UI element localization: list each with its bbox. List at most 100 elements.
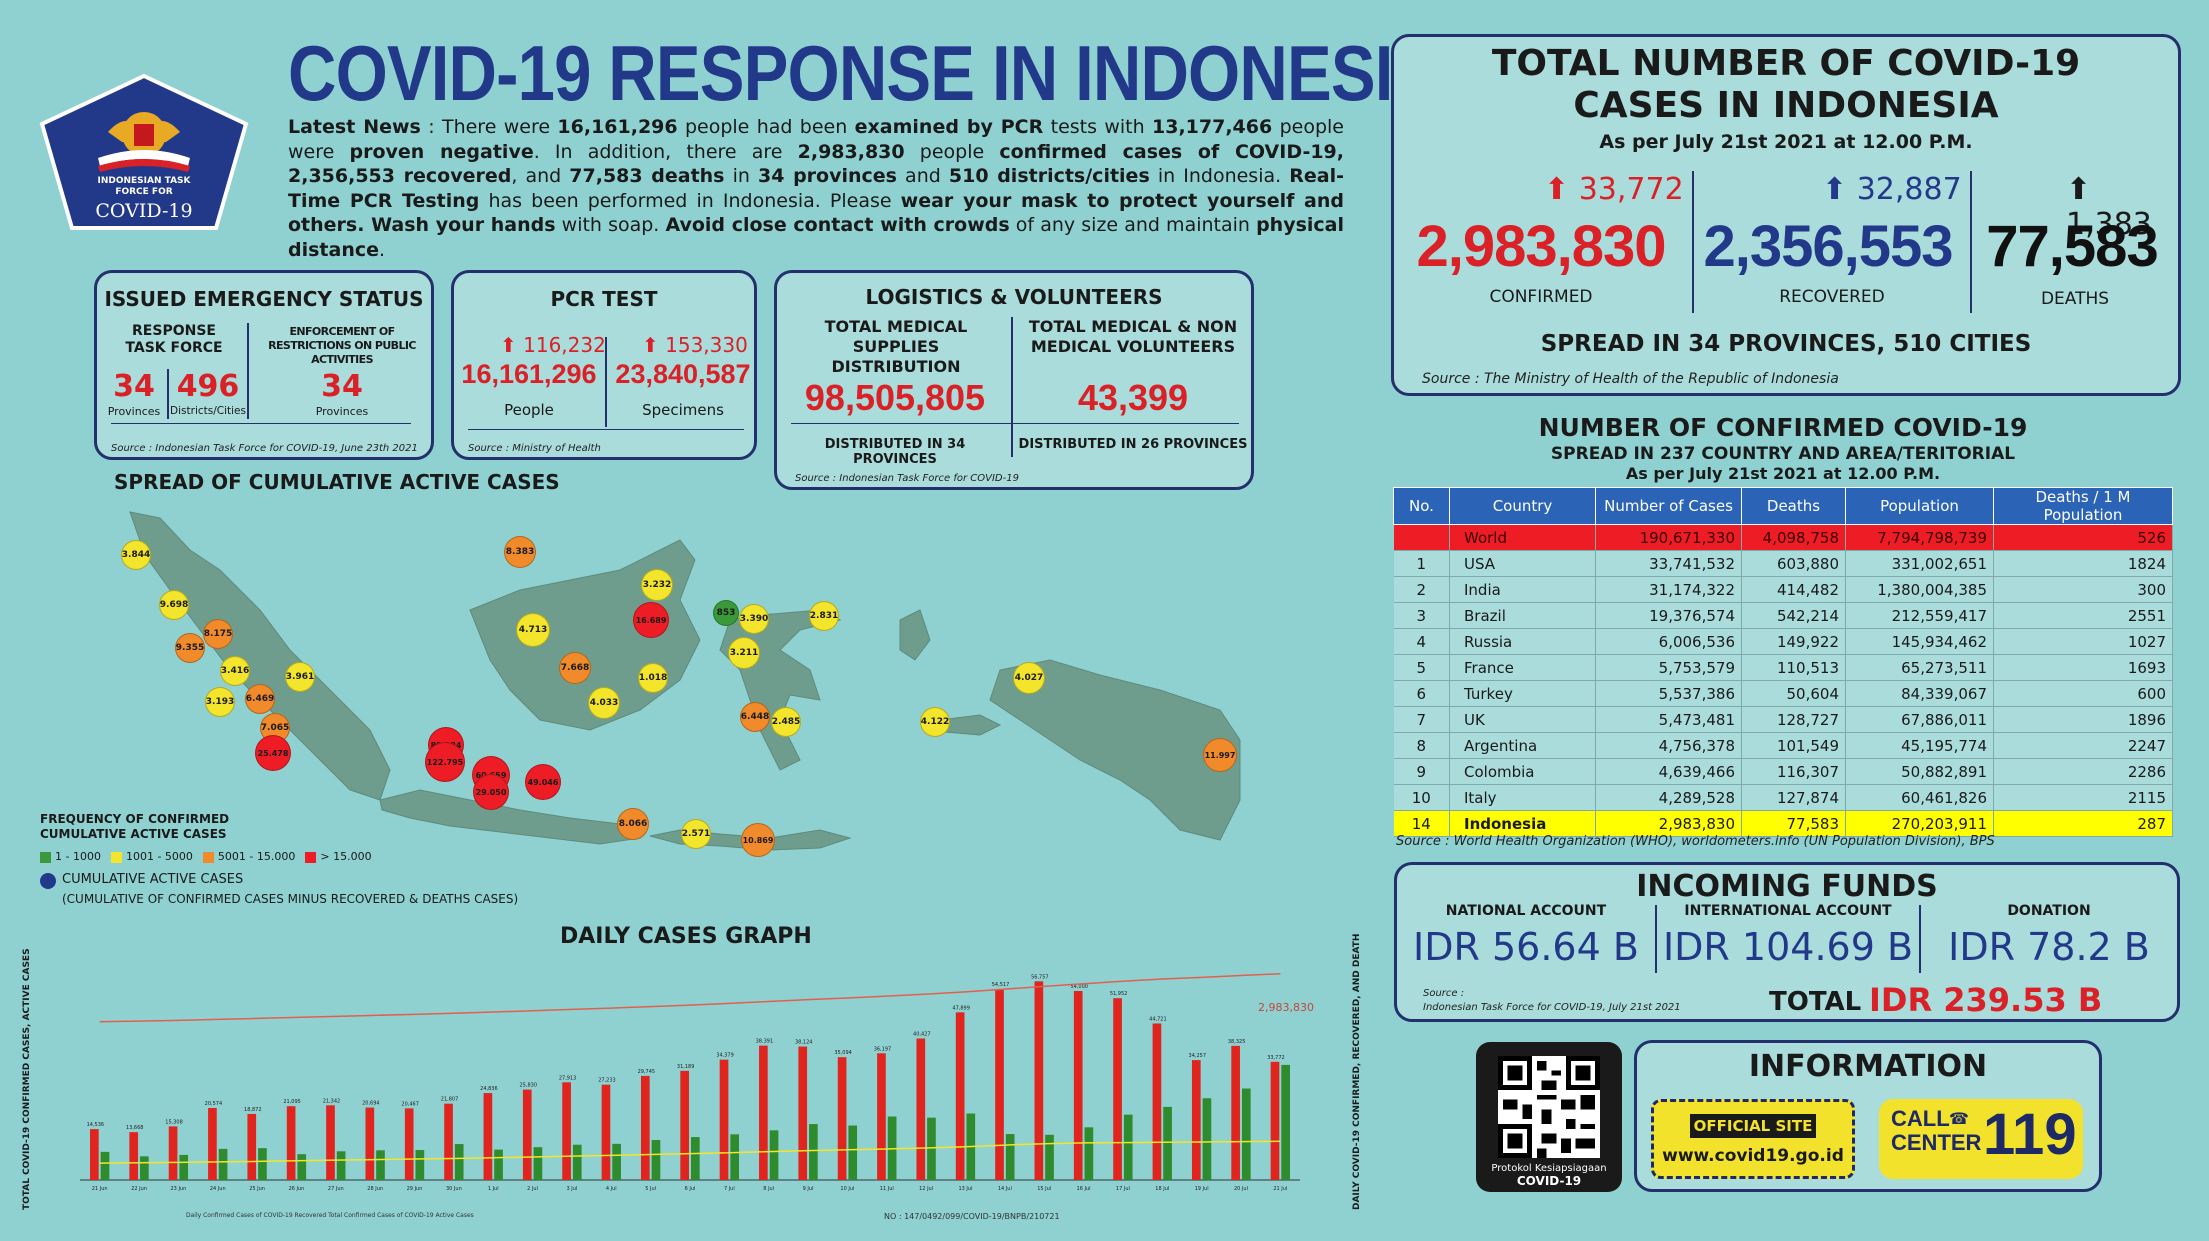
- cell: 1027: [1993, 628, 2173, 655]
- cell: Italy: [1449, 784, 1596, 811]
- x-tick-label: 2 Jul: [527, 1186, 538, 1192]
- cell: 6: [1393, 680, 1450, 707]
- confirmed-increase: ⬆ 33,772: [1544, 172, 1684, 207]
- cell: 65,273,511: [1845, 654, 1994, 681]
- specimens-value: 23,840,587: [615, 359, 751, 389]
- daily-confirmed-bar: [877, 1053, 886, 1180]
- news-lead: Latest News: [288, 116, 421, 138]
- x-tick-label: 21 Jul: [1273, 1186, 1287, 1192]
- table-row: 3 Brazil 19,376,574 542,214 212,559,417 2551: [1393, 602, 2173, 629]
- indonesia-row: 14 Indonesia 2,983,830 77,583 270,203,911 287: [1393, 810, 2173, 837]
- daily-value-label: 21,095: [283, 1099, 301, 1105]
- recovered-bar: [927, 1117, 936, 1180]
- daily-confirmed-bar: [1231, 1045, 1240, 1180]
- map-bubble: 122.795: [425, 742, 465, 782]
- specimens-increase-value: 153,330: [665, 333, 748, 357]
- legend-label: 1 - 1000: [55, 850, 101, 863]
- map-bubble: 8.383: [504, 536, 536, 568]
- divider: [247, 323, 249, 419]
- recovered-bar: [769, 1130, 779, 1180]
- daily-value-label: 20,694: [362, 1101, 380, 1107]
- cell: 414,482: [1741, 576, 1846, 603]
- divider: [1655, 905, 1657, 973]
- map-bubble: 4.027: [1013, 662, 1045, 694]
- cell: 50,604: [1741, 680, 1846, 707]
- col-population: Population: [1845, 487, 1994, 525]
- country-table: No. Country Number of Cases Deaths Popul…: [1393, 487, 2173, 837]
- people-value: 16,161,296: [461, 359, 597, 389]
- daily-confirmed-bar: [680, 1070, 689, 1180]
- cumulative-legend: CUMULATIVE ACTIVE CASES: [40, 872, 243, 889]
- map-bubble: 2.485: [771, 707, 801, 737]
- call-number: 119: [1983, 1102, 2077, 1167]
- col-deaths-per-million: Deaths / 1 M Population: [1993, 487, 2173, 525]
- table-row: 10 Italy 4,289,528 127,874 60,461,826 2115: [1393, 784, 2173, 811]
- qr-card[interactable]: Protokol Kesiapsiagaan COVID-19: [1476, 1042, 1622, 1192]
- recovered-bar: [848, 1125, 858, 1180]
- cell: Colombia: [1449, 758, 1596, 785]
- x-tick-label: 5 Jul: [645, 1186, 656, 1192]
- x-tick-label: 25 Jun: [249, 1186, 265, 1192]
- table-row: 8 Argentina 4,756,378 101,549 45,195,774 2247: [1393, 732, 2173, 759]
- funds-source-line1: Source :: [1423, 988, 1465, 999]
- daily-confirmed-bar: [1113, 998, 1122, 1180]
- daily-confirmed-bar: [522, 1089, 532, 1180]
- cell: World: [1449, 524, 1596, 551]
- supplies-value: 98,505,805: [804, 377, 986, 418]
- daily-confirmed-bar: [483, 1093, 493, 1180]
- cell: 331,002,651: [1845, 550, 1994, 577]
- cell: 2247: [1993, 732, 2173, 759]
- map-bubble: 25.478: [255, 735, 291, 771]
- daily-confirmed-bar: [286, 1106, 296, 1180]
- x-tick-label: 16 Jul: [1077, 1186, 1091, 1192]
- x-tick-label: 4 Jul: [606, 1186, 617, 1192]
- daily-value-label: 38,391: [756, 1039, 774, 1045]
- map-bubble: 4.713: [516, 613, 550, 647]
- daily-value-label: 27,913: [559, 1075, 577, 1081]
- last-total-label: 2,983,830: [1258, 1001, 1314, 1014]
- recovered-bar: [454, 1144, 464, 1180]
- funds-source-line2: Indonesian Task Force for COVID-19, July…: [1423, 1002, 1681, 1013]
- logo-line1: INDONESIAN TASK: [97, 176, 191, 186]
- information-title: INFORMATION: [1748, 1049, 1988, 1084]
- cell: 7,794,798,739: [1845, 524, 1994, 551]
- daily-value-label: 15,308: [165, 1119, 183, 1125]
- legend-item: 1 - 1000: [40, 850, 101, 863]
- daily-confirmed-bar: [365, 1107, 375, 1180]
- x-tick-label: 20 Jul: [1234, 1186, 1248, 1192]
- recovered-bar: [179, 1154, 189, 1180]
- provinces-label: Provinces: [107, 405, 161, 418]
- cell: 31,174,322: [1595, 576, 1742, 603]
- funds-title: INCOMING FUNDS: [1636, 869, 1938, 904]
- cell: 4: [1393, 628, 1450, 655]
- daily-value-label: 33,772: [1267, 1055, 1285, 1061]
- official-site-url[interactable]: www.covid19.go.id: [1662, 1146, 1844, 1166]
- table-row: 5 France 5,753,579 110,513 65,273,511 1693: [1393, 654, 2173, 681]
- official-site-button[interactable]: OFFICIAL SITE www.covid19.go.id: [1651, 1099, 1855, 1179]
- cell: 50,882,891: [1845, 758, 1994, 785]
- emergency-source: Source : Indonesian Task Force for COVID…: [111, 443, 418, 454]
- total-cases-panel: TOTAL NUMBER OF COVID-19 CASES IN INDONE…: [1391, 34, 2181, 396]
- legend-item: 1001 - 5000: [110, 850, 193, 863]
- international-value: IDR 104.69 B: [1662, 925, 1914, 969]
- call-center-button[interactable]: CALL CENTER ☎ 119: [1879, 1099, 2083, 1179]
- daily-value-label: 38,325: [1228, 1039, 1246, 1045]
- incoming-funds-panel: INCOMING FUNDS NATIONAL ACCOUNT INTERNAT…: [1394, 862, 2180, 1022]
- daily-confirmed-bar: [208, 1107, 217, 1180]
- national-label: NATIONAL ACCOUNT: [1445, 903, 1607, 919]
- table-row: 6 Turkey 5,537,386 50,604 84,339,067 600: [1393, 680, 2173, 707]
- official-site-label: OFFICIAL SITE: [1690, 1114, 1816, 1138]
- news-text: . In addition, there are: [533, 140, 798, 163]
- legend-swatch: [40, 851, 51, 863]
- legend-item: > 15.000: [305, 850, 372, 863]
- x-tick-label: 23 Jun: [171, 1186, 187, 1192]
- map-bubble: 3.844: [121, 540, 151, 570]
- up-arrow-icon: ⬆: [1822, 172, 1848, 207]
- daily-confirmed-bar: [955, 1012, 965, 1180]
- total-source: Source : The Ministry of Health of the R…: [1422, 371, 1839, 387]
- map-title: SPREAD OF CUMULATIVE ACTIVE CASES: [114, 470, 560, 494]
- news-text: 16,161,296: [557, 116, 678, 138]
- recovered-bar: [533, 1147, 543, 1180]
- table-header-row: No. Country Number of Cases Deaths Popul…: [1393, 487, 2173, 525]
- cell: USA: [1449, 550, 1596, 577]
